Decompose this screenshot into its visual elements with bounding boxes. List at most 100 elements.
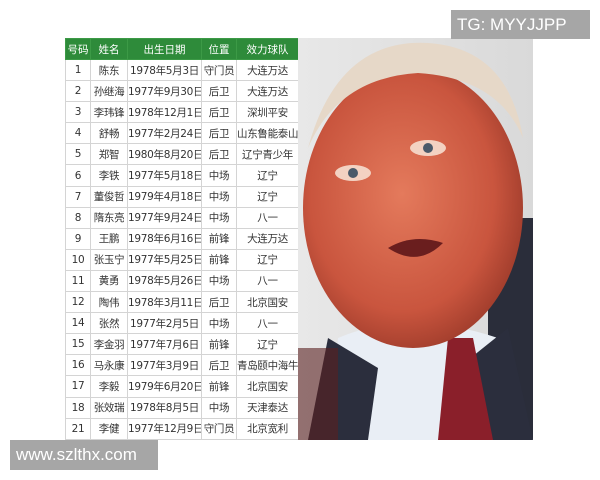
table-cell: 大连万达 xyxy=(236,227,299,250)
table-cell: 黄勇 xyxy=(90,269,128,293)
table-cell: 前锋 xyxy=(201,227,237,250)
table-cell: 后卫 xyxy=(201,80,237,103)
table-cell: 中场 xyxy=(201,269,237,293)
table-cell: 1977年9月24日 xyxy=(127,206,202,229)
table-cell: 1978年5月26日 xyxy=(127,269,202,293)
table-cell: 21 xyxy=(65,417,91,440)
table-cell: 前锋 xyxy=(201,333,237,356)
table-cell: 董俊哲 xyxy=(90,185,128,208)
table-cell: 辽宁 xyxy=(236,248,299,271)
table-cell: 隋东亮 xyxy=(90,206,128,229)
table-cell: 16 xyxy=(65,354,91,377)
table-cell: 八一 xyxy=(236,206,299,229)
table-cell: 后卫 xyxy=(201,143,237,166)
table-cell: 10 xyxy=(65,248,91,271)
table-row: 1 陈东 1978年5月3日 守门员 大连万达 xyxy=(65,58,299,82)
table-row: 16 马永康 1977年3月9日 后卫 青岛颐中海牛 xyxy=(65,354,299,377)
table-cell: 1978年3月11日 xyxy=(127,291,202,314)
table-cell: 李玮锋 xyxy=(90,101,128,124)
table-cell: 1978年6月16日 xyxy=(127,227,202,250)
table-cell: 守门员 xyxy=(201,417,237,440)
table-cell: 1979年6月20日 xyxy=(127,375,202,398)
table-cell: 大连万达 xyxy=(236,58,299,82)
table-cell: 1979年4月18日 xyxy=(127,185,202,208)
table-cell: 孙继海 xyxy=(90,80,128,103)
table-row: 11 黄勇 1978年5月26日 中场 八一 xyxy=(65,269,299,293)
table-row: 17 李毅 1979年6月20日 前锋 北京国安 xyxy=(65,375,299,398)
table-cell: 7 xyxy=(65,185,91,208)
table-cell: 辽宁 xyxy=(236,333,299,356)
table-cell: 3 xyxy=(65,101,91,124)
column-header: 出生日期 xyxy=(127,38,202,60)
table-cell: 1977年5月18日 xyxy=(127,164,202,187)
table-cell: 张效瑞 xyxy=(90,396,128,419)
table-cell: 天津泰达 xyxy=(236,396,299,419)
table-cell: 中场 xyxy=(201,312,237,335)
table-cell: 1977年12月9日 xyxy=(127,417,202,440)
table-cell: 后卫 xyxy=(201,354,237,377)
table-cell: 9 xyxy=(65,227,91,250)
roster-table: 号码 姓名 出生日期 位置 效力球队 1 陈东 1978年5月3日 守门员 大连万达 2 孙继海 19… xyxy=(65,38,299,440)
table-cell: 王鹏 xyxy=(90,227,128,250)
table-row: 15 李金羽 1977年7月6日 前锋 辽宁 xyxy=(65,333,299,356)
table-cell: 深圳平安 xyxy=(236,101,299,124)
table-cell: 1978年8月5日 xyxy=(127,396,202,419)
table-cell: 1980年8月20日 xyxy=(127,143,202,166)
table-row: 21 李健 1977年12月9日 守门员 北京宽利 xyxy=(65,417,299,440)
table-row: 8 隋东亮 1977年9月24日 中场 八一 xyxy=(65,206,299,229)
watermark-bottom-left: www.szlthx.com xyxy=(10,440,158,470)
table-cell: 2 xyxy=(65,80,91,103)
table-cell: 1977年2月24日 xyxy=(127,122,202,145)
table-cell: 李健 xyxy=(90,417,128,440)
table-row: 14 张然 1977年2月5日 中场 八一 xyxy=(65,312,299,335)
table-cell: 辽宁青少年 xyxy=(236,143,299,166)
table-cell: 辽宁 xyxy=(236,164,299,187)
table-cell: 1977年7月6日 xyxy=(127,333,202,356)
table-cell: 张然 xyxy=(90,312,128,335)
table-row: 9 王鹏 1978年6月16日 前锋 大连万达 xyxy=(65,227,299,250)
table-cell: 1977年3月9日 xyxy=(127,354,202,377)
table-cell: 李毅 xyxy=(90,375,128,398)
table-cell: 陈东 xyxy=(90,58,128,82)
table-cell: 青岛颐中海牛 xyxy=(236,354,299,377)
table-cell: 李铁 xyxy=(90,164,128,187)
coach-photo xyxy=(298,38,533,440)
table-row: 6 李铁 1977年5月18日 中场 辽宁 xyxy=(65,164,299,187)
table-cell: 舒畅 xyxy=(90,122,128,145)
table-cell: 张玉宁 xyxy=(90,248,128,271)
table-cell: 15 xyxy=(65,333,91,356)
table-cell: 后卫 xyxy=(201,122,237,145)
table-cell: 8 xyxy=(65,206,91,229)
table-cell: 5 xyxy=(65,143,91,166)
table-cell: 北京国安 xyxy=(236,375,299,398)
column-header: 位置 xyxy=(201,38,237,60)
table-cell: 山东鲁能泰山 xyxy=(236,122,299,145)
table-cell: 后卫 xyxy=(201,101,237,124)
column-header: 号码 xyxy=(65,38,91,60)
table-row: 18 张效瑞 1978年8月5日 中场 天津泰达 xyxy=(65,396,299,419)
table-cell: 4 xyxy=(65,122,91,145)
table-row: 5 郑智 1980年8月20日 后卫 辽宁青少年 xyxy=(65,143,299,166)
table-cell: 陶伟 xyxy=(90,291,128,314)
table-cell: 北京宽利 xyxy=(236,417,299,440)
table-cell: 中场 xyxy=(201,164,237,187)
table-cell: 中场 xyxy=(201,185,237,208)
table-cell: 1978年12月1日 xyxy=(127,101,202,124)
column-header: 效力球队 xyxy=(236,38,299,60)
table-cell: 14 xyxy=(65,312,91,335)
watermark-top-right: TG: MYYJJPP xyxy=(451,10,590,39)
table-cell: 中场 xyxy=(201,206,237,229)
table-cell: 前锋 xyxy=(201,375,237,398)
table-row: 10 张玉宁 1977年5月25日 前锋 辽宁 xyxy=(65,248,299,271)
table-cell: 11 xyxy=(65,269,91,293)
table-cell: 12 xyxy=(65,291,91,314)
table-header-row: 号码 姓名 出生日期 位置 效力球队 xyxy=(65,38,299,60)
table-cell: 辽宁 xyxy=(236,185,299,208)
table-cell: 1 xyxy=(65,58,91,82)
table-row: 12 陶伟 1978年3月11日 后卫 北京国安 xyxy=(65,291,299,314)
table-row: 4 舒畅 1977年2月24日 后卫 山东鲁能泰山 xyxy=(65,122,299,145)
table-cell: 18 xyxy=(65,396,91,419)
table-row: 7 董俊哲 1979年4月18日 中场 辽宁 xyxy=(65,185,299,208)
table-cell: 郑智 xyxy=(90,143,128,166)
table-cell: 八一 xyxy=(236,269,299,293)
